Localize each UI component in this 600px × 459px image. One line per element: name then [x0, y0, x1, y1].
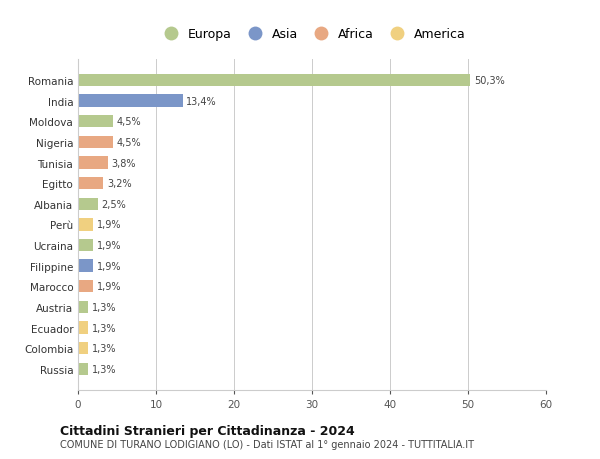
Text: 1,9%: 1,9% — [97, 220, 121, 230]
Bar — [78, 136, 113, 149]
Text: 1,3%: 1,3% — [92, 323, 116, 333]
Text: 1,9%: 1,9% — [97, 282, 121, 291]
Bar — [78, 198, 97, 211]
Text: 1,9%: 1,9% — [97, 261, 121, 271]
Text: 3,2%: 3,2% — [107, 179, 131, 189]
Text: COMUNE DI TURANO LODIGIANO (LO) - Dati ISTAT al 1° gennaio 2024 - TUTTITALIA.IT: COMUNE DI TURANO LODIGIANO (LO) - Dati I… — [60, 440, 474, 449]
Bar — [78, 280, 93, 293]
Bar — [78, 322, 88, 334]
Text: 13,4%: 13,4% — [187, 96, 217, 106]
Text: 1,9%: 1,9% — [97, 241, 121, 251]
Bar — [78, 95, 182, 107]
Text: 4,5%: 4,5% — [117, 117, 142, 127]
Bar — [78, 260, 93, 272]
Bar — [78, 116, 113, 128]
Bar — [78, 157, 107, 169]
Text: 4,5%: 4,5% — [117, 138, 142, 148]
Text: 1,3%: 1,3% — [92, 302, 116, 312]
Text: Cittadini Stranieri per Cittadinanza - 2024: Cittadini Stranieri per Cittadinanza - 2… — [60, 424, 355, 437]
Bar — [78, 219, 93, 231]
Text: 50,3%: 50,3% — [474, 76, 505, 86]
Legend: Europa, Asia, Africa, America: Europa, Asia, Africa, America — [153, 23, 471, 46]
Bar — [78, 363, 88, 375]
Text: 2,5%: 2,5% — [101, 199, 126, 209]
Text: 1,3%: 1,3% — [92, 364, 116, 374]
Bar — [78, 239, 93, 252]
Bar — [78, 75, 470, 87]
Text: 1,3%: 1,3% — [92, 343, 116, 353]
Bar — [78, 301, 88, 313]
Bar — [78, 178, 103, 190]
Text: 3,8%: 3,8% — [112, 158, 136, 168]
Bar — [78, 342, 88, 354]
